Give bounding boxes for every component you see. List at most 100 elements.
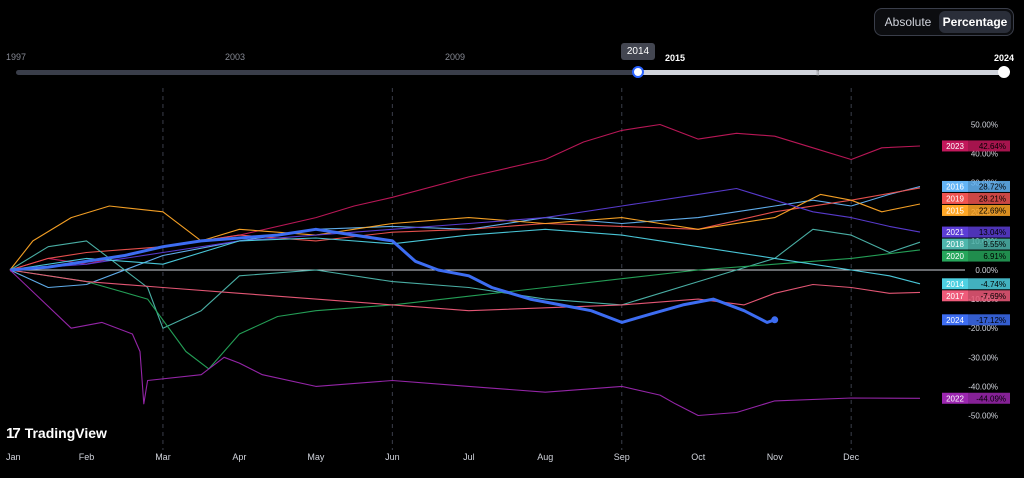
series-year-badge xyxy=(942,392,968,404)
y-tick-label: 40.00% xyxy=(971,150,998,159)
x-tick-label: Oct xyxy=(691,452,706,462)
x-tick-label: Aug xyxy=(537,452,553,462)
series-line-2016 xyxy=(9,185,921,289)
series-line-2017 xyxy=(9,269,921,312)
series-value-text: 6.91% xyxy=(983,252,1006,261)
series-year-badge xyxy=(942,204,968,216)
series-label-2016: 2016 28.72% xyxy=(942,180,1010,192)
y-tick-label: 50.00% xyxy=(971,121,998,130)
series-year-text: 2017 xyxy=(946,292,964,301)
y-tick-label: -30.00% xyxy=(968,353,998,362)
series-year-badge xyxy=(942,238,968,250)
slider-handle-from[interactable] xyxy=(632,66,644,78)
percentage-button[interactable]: Percentage xyxy=(939,11,1011,33)
tradingview-logo-icon: 17 xyxy=(6,424,21,442)
series-value-text: -7.69% xyxy=(981,292,1006,301)
series-line-2021 xyxy=(9,187,921,271)
series-year-badge xyxy=(942,250,968,262)
series-year-text: 2015 xyxy=(946,206,964,215)
series-label-2024: 2024 -17.12% xyxy=(942,314,1010,326)
series-value-badge xyxy=(968,180,1010,192)
series-year-text: 2014 xyxy=(946,280,964,289)
series-labels: 2023 42.64% 2016 28.72% 2019 28.21% 2015 22.69%… xyxy=(942,140,1010,404)
series-value-text: 28.21% xyxy=(979,194,1006,203)
series-year-badge xyxy=(942,314,968,326)
series-label-2022: 2022 -44.09% xyxy=(942,392,1010,404)
y-tick-label: -40.00% xyxy=(968,382,998,391)
series-value-badge xyxy=(968,192,1010,204)
series-label-2023: 2023 42.64% xyxy=(942,140,1010,152)
series-year-badge xyxy=(942,180,968,192)
series-line-2019 xyxy=(9,187,921,271)
series-year-text: 2018 xyxy=(946,240,964,249)
series-year-text: 2022 xyxy=(946,394,964,403)
year-range-labels: 1997 2003 2009 xyxy=(0,52,1024,66)
x-tick-label: Apr xyxy=(232,452,246,462)
grip-icon[interactable]: ⁞⁞ xyxy=(816,69,820,78)
series-value-badge xyxy=(968,278,1010,290)
series-label-2018: 2018 9.55% xyxy=(942,238,1010,250)
series-year-badge xyxy=(942,140,968,152)
x-tick-label: Jan xyxy=(6,452,21,462)
chart-grid xyxy=(162,88,852,450)
slider-track-unselected[interactable] xyxy=(16,70,638,75)
series-value-badge xyxy=(968,204,1010,216)
series-year-text: 2016 xyxy=(946,182,964,191)
y-tick-label: -50.00% xyxy=(968,411,998,420)
series-year-text: 2019 xyxy=(946,194,964,203)
selected-to-year-label: 2024 xyxy=(994,53,1015,63)
series-value-badge xyxy=(968,314,1010,326)
series-year-text: 2021 xyxy=(946,228,964,237)
series-label-2019: 2019 28.21% xyxy=(942,192,1010,204)
series-year-badge xyxy=(942,290,968,302)
series-line-2022 xyxy=(9,269,921,417)
x-tick-label: Dec xyxy=(843,452,860,462)
series-year-badge xyxy=(942,226,968,238)
series-year-text: 2024 xyxy=(946,316,964,325)
series-value-text: -44.09% xyxy=(976,394,1006,403)
series-year-text: 2023 xyxy=(946,142,964,151)
series-value-badge xyxy=(968,392,1010,404)
x-tick-label: Jul xyxy=(463,452,475,462)
series-value-badge xyxy=(968,226,1010,238)
series-value-text: 13.04% xyxy=(979,228,1006,237)
slider-track-selected[interactable] xyxy=(638,70,1004,75)
series-year-badge xyxy=(942,192,968,204)
series-line-2014 xyxy=(9,228,921,285)
series-label-2014: 2014 -4.74% xyxy=(942,278,1010,290)
series-value-text: 9.55% xyxy=(983,240,1006,249)
tradingview-wordmark: TradingView xyxy=(24,425,107,441)
year-range-slider[interactable]: ⁞⁞ xyxy=(0,66,1024,80)
series-value-badge xyxy=(968,250,1010,262)
x-tick-label: Nov xyxy=(767,452,784,462)
series-value-text: 22.69% xyxy=(979,206,1006,215)
x-tick-label: Sep xyxy=(614,452,630,462)
y-axis-ticks: 50.00%40.00%30.00%20.00%10.00%0.00%-10.0… xyxy=(968,121,998,421)
x-axis-ticks: Jan Feb Mar Apr May Jun Jul Aug Sep Oct Nov Dec xyxy=(6,452,860,462)
series-line-2018 xyxy=(9,228,921,329)
series-value-text: 28.72% xyxy=(979,182,1006,191)
series-value-badge xyxy=(968,140,1010,152)
series-year-badge xyxy=(942,278,968,290)
range-start-year: 1997 xyxy=(6,52,27,62)
y-tick-label: 0.00% xyxy=(975,266,998,275)
series-label-2015: 2015 22.69% xyxy=(942,204,1010,216)
series-value-text: -4.74% xyxy=(981,280,1006,289)
series-value-text: 42.64% xyxy=(979,142,1006,151)
x-tick-label: Feb xyxy=(79,452,95,462)
tradingview-logo: 17 TradingView xyxy=(6,424,107,442)
series-line-2015 xyxy=(9,193,921,271)
series-label-2021: 2021 13.04% xyxy=(942,226,1010,238)
range-tick-year: 2003 xyxy=(225,52,246,62)
x-tick-label: May xyxy=(307,452,325,462)
chart-series xyxy=(9,123,921,417)
slider-handle-to[interactable] xyxy=(998,66,1010,78)
series-label-2017: 2017 -7.69% xyxy=(942,290,1010,302)
series-value-badge xyxy=(968,238,1010,250)
series-line-2024 xyxy=(9,227,776,324)
series-value-text: -17.12% xyxy=(976,316,1006,325)
series-value-badge xyxy=(968,290,1010,302)
series-endpoint-2024 xyxy=(771,316,779,324)
absolute-button[interactable]: Absolute xyxy=(884,15,932,29)
